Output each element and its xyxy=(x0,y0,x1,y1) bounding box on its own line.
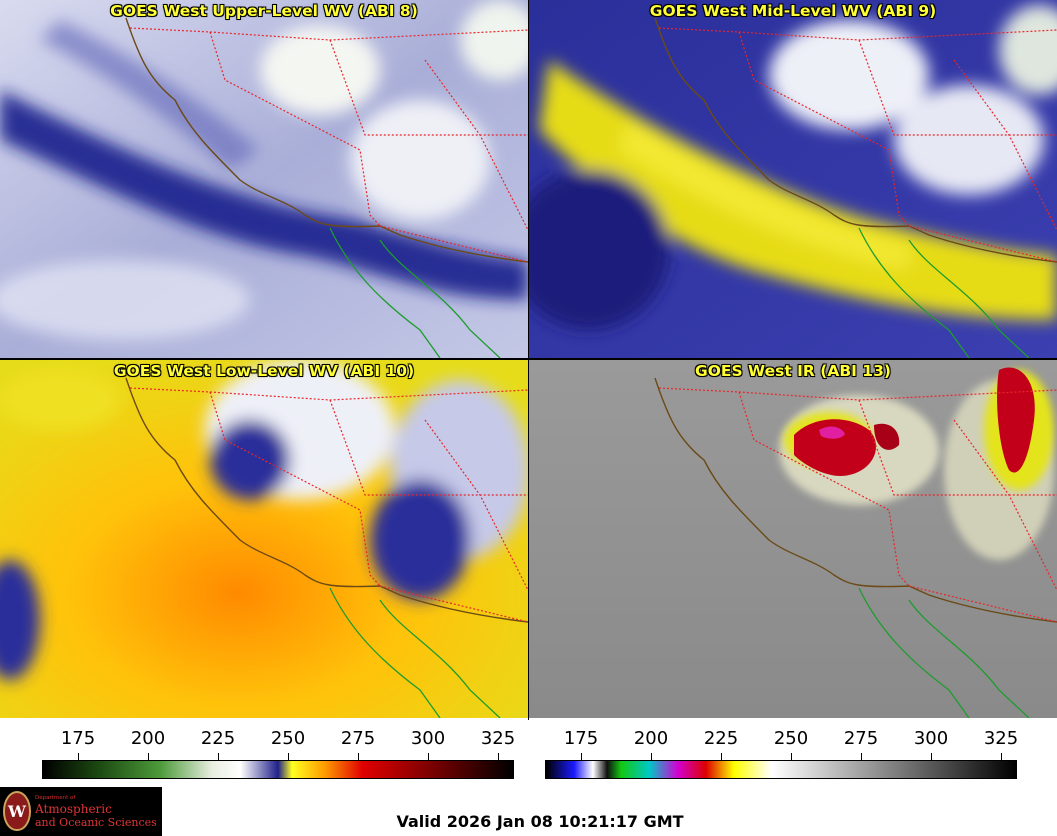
colorbar-ir-gradient xyxy=(545,760,1017,779)
colorbar-tick-label: 250 xyxy=(773,728,809,749)
panel-low-wv: GOES West Low-Level WV (ABI 10) xyxy=(0,360,528,718)
map-overlay xyxy=(654,17,1057,358)
colorbar-ir: 175 200 225 250 275 300 325 xyxy=(545,728,1019,788)
logo-name-line1: Atmospheric xyxy=(35,802,112,816)
colorbar-tick-label: 250 xyxy=(270,728,306,749)
colorbar-tick-label: 200 xyxy=(633,728,669,749)
map-overlay xyxy=(125,17,528,358)
colorbar-ir-labels: 175 200 225 250 275 300 325 xyxy=(545,728,1019,752)
colorbar-tick-label: 175 xyxy=(563,728,599,749)
panel-divider-vertical xyxy=(528,0,529,720)
colorbar-wv-labels: 175 200 225 250 275 300 325 xyxy=(42,728,516,752)
colorbar-tick-label: 300 xyxy=(913,728,949,749)
map-overlay xyxy=(125,377,528,718)
colorbar-tick-label: 175 xyxy=(60,728,96,749)
map-overlay xyxy=(654,377,1057,718)
colorbar-tick-label: 275 xyxy=(843,728,879,749)
colorbar-wv: 175 200 225 250 275 300 325 xyxy=(42,728,516,788)
panel-divider-horizontal xyxy=(0,358,1057,360)
panel-title: GOES West IR (ABI 13) xyxy=(695,362,891,380)
logo-name-line2: and Oceanic Sciences xyxy=(35,816,157,829)
panel-mid-wv: GOES West Mid-Level WV (ABI 9) xyxy=(529,0,1057,358)
colorbar-tick-label: 325 xyxy=(480,728,516,749)
colorbar-wv-gradient xyxy=(42,760,514,779)
valid-time: Valid 2026 Jan 08 10:21:17 GMT xyxy=(396,812,684,831)
satellite-image-upper xyxy=(0,0,528,358)
colorbar-tick-label: 275 xyxy=(340,728,376,749)
panel-title: GOES West Upper-Level WV (ABI 8) xyxy=(110,2,418,20)
logo-department: Department of xyxy=(35,795,76,801)
panel-upper-wv: GOES West Upper-Level WV (ABI 8) xyxy=(0,0,528,358)
uw-seal-icon: W xyxy=(3,791,31,831)
colorbar-tick-label: 300 xyxy=(410,728,446,749)
colorbar-tick-label: 225 xyxy=(200,728,236,749)
panel-title: GOES West Mid-Level WV (ABI 9) xyxy=(649,2,937,20)
panel-ir: GOES West IR (ABI 13) xyxy=(529,360,1057,718)
panel-title: GOES West Low-Level WV (ABI 10) xyxy=(113,362,415,380)
colorbar-tick-label: 325 xyxy=(983,728,1019,749)
aos-logo: W Department of Atmospheric and Oceanic … xyxy=(0,787,162,836)
colorbar-tick-label: 225 xyxy=(703,728,739,749)
colorbar-tick-label: 200 xyxy=(130,728,166,749)
